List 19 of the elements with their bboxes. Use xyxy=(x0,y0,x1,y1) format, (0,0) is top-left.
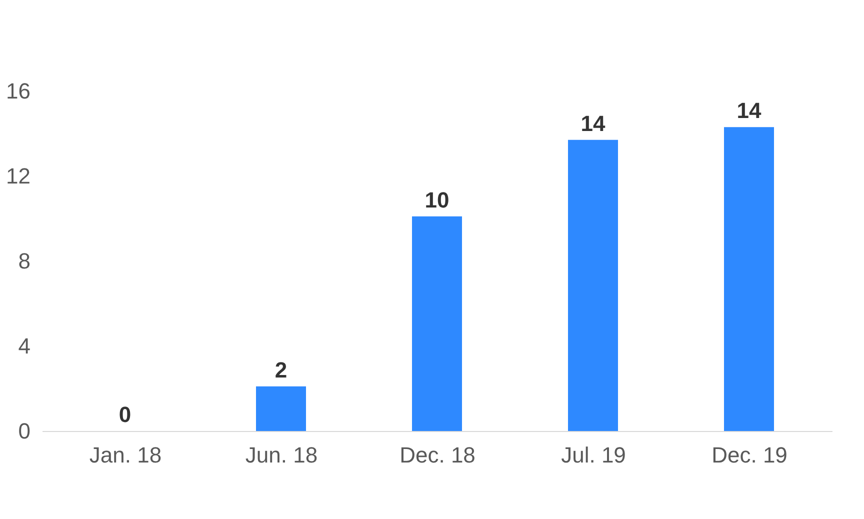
x-tick-label: Dec. 18 xyxy=(400,442,476,468)
data-label: 14 xyxy=(736,98,762,124)
bar xyxy=(256,386,306,431)
data-label: 0 xyxy=(118,402,132,427)
y-tick-label: 16 xyxy=(6,78,30,104)
y-tick-label: 0 xyxy=(18,418,30,444)
x-tick-label: Jun. 18 xyxy=(245,442,318,468)
bar xyxy=(724,127,774,431)
y-tick-label: 8 xyxy=(18,248,30,274)
x-tick-label: Jan. 18 xyxy=(89,442,162,468)
y-tick-label: 4 xyxy=(18,334,30,358)
bar xyxy=(568,140,618,431)
x-tick-label: Jul. 19 xyxy=(561,442,626,468)
data-label: 2 xyxy=(274,357,288,382)
bar xyxy=(412,216,462,431)
data-label: 10 xyxy=(424,187,450,212)
data-label: 14 xyxy=(580,110,606,136)
x-tick-label: Dec. 19 xyxy=(712,442,788,468)
y-tick-label: 12 xyxy=(6,164,30,188)
